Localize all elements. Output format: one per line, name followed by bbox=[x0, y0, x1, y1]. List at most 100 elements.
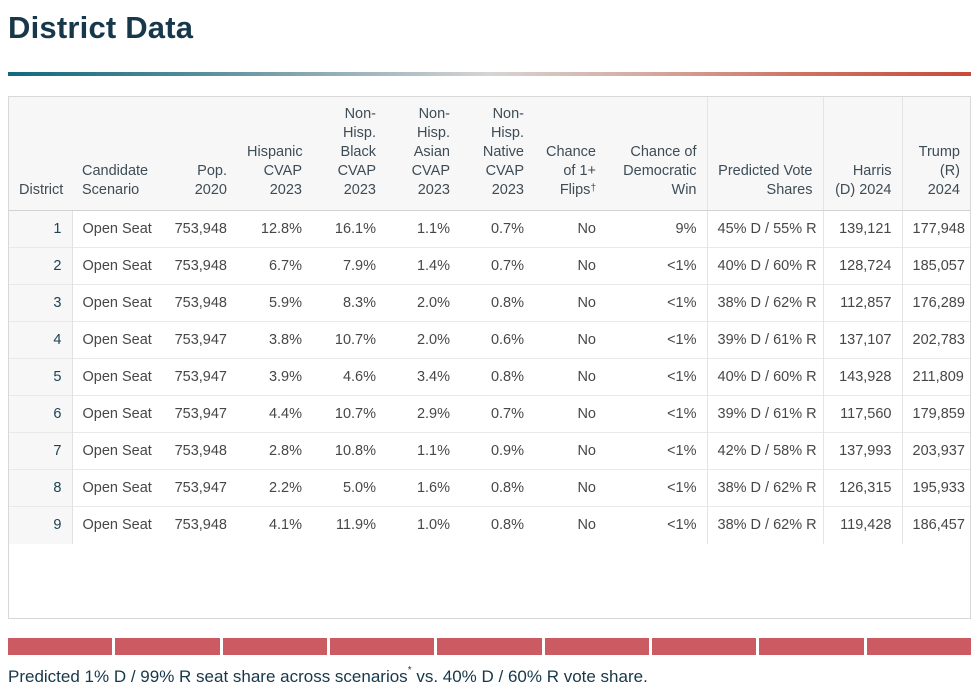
seat-segment bbox=[866, 638, 971, 655]
candidate-scenario-cell: Open Seat bbox=[72, 395, 161, 433]
harris-votes-cell: 119,428 bbox=[822, 506, 902, 544]
trump-votes-cell: 211,809 bbox=[901, 358, 970, 396]
col-header-district: District bbox=[9, 97, 72, 211]
district-row: 5 Open Seat 753,947 3.9% 4.6% 3.4% 0.8% … bbox=[9, 358, 970, 396]
col-header-predicted-vote-shares: Predicted Vote Shares bbox=[706, 97, 823, 211]
summary-text: Predicted 1% D / 99% R seat share across… bbox=[8, 667, 408, 686]
seat-segment bbox=[8, 638, 113, 655]
trump-votes-cell: 202,783 bbox=[901, 321, 970, 359]
hispanic-cvap-cell: 5.9% bbox=[237, 284, 312, 322]
predicted-vote-shares-cell: 40% D / 60% R bbox=[706, 247, 823, 285]
chance-flips-cell: No bbox=[534, 469, 606, 507]
pop-2020-cell: 753,948 bbox=[174, 221, 227, 237]
district-row: 7 Open Seat 753,948 2.8% 10.8% 1.1% 0.9%… bbox=[9, 432, 970, 470]
col-header-harris-2024: Harris (D) 2024 bbox=[822, 97, 902, 211]
footnote-asterisk: * bbox=[407, 665, 412, 676]
district-number: 4 bbox=[9, 321, 73, 359]
chance-flips-cell: No bbox=[534, 321, 606, 359]
table-header: District Candidate Scenario Pop. 2020 Hi… bbox=[9, 97, 970, 211]
chance-dem-win-cell: <1% bbox=[606, 432, 707, 470]
pop-2020-cell: 753,947 bbox=[161, 321, 237, 359]
col-header-chance-dem-win: Chance of Democratic Win bbox=[606, 97, 707, 211]
chance-dem-win-cell: <1% bbox=[606, 358, 707, 396]
trump-votes-cell: 203,937 bbox=[901, 432, 970, 470]
asian-cvap-cell: 1.0% bbox=[386, 506, 460, 544]
district-row: 9 Open Seat 753,948 4.1% 11.9% 1.0% 0.8%… bbox=[9, 506, 970, 544]
summary-text-2: vs. 40% D / 60% R vote share. bbox=[411, 667, 648, 686]
asian-cvap-cell: 1.1% bbox=[386, 432, 460, 470]
seat-segment bbox=[651, 638, 757, 655]
candidate-scenario-cell: Open Seat bbox=[72, 247, 161, 285]
district-number: 8 bbox=[9, 469, 73, 507]
header-row: District Candidate Scenario Pop. 2020 Hi… bbox=[9, 97, 970, 211]
predicted-vote-shares-cell: 39% D / 61% R bbox=[706, 321, 823, 359]
chance-flips-cell: No bbox=[534, 506, 606, 544]
predicted-vote-shares-cell: 39% D / 61% R bbox=[706, 395, 823, 433]
predicted-vote-shares-cell: 38% D / 62% R bbox=[706, 284, 823, 322]
predicted-vote-shares-cell: 42% D / 58% R bbox=[706, 432, 823, 470]
seat-segment bbox=[329, 638, 435, 655]
black-cvap-cell: 10.7% bbox=[312, 395, 386, 433]
native-cvap-cell: 0.8% bbox=[460, 506, 534, 544]
seat-segment bbox=[759, 638, 864, 655]
asian-cvap-cell: 2.0% bbox=[386, 321, 460, 359]
chance-flips-cell: No bbox=[534, 432, 606, 470]
district-table-body: 1 Open Seat 753,948 12.8% 16.1% 1.1% 0.7… bbox=[9, 210, 970, 544]
hispanic-cvap-cell: 6.7% bbox=[237, 247, 312, 285]
pop-2020-cell: 753,947 bbox=[161, 395, 237, 433]
native-cvap-cell: 0.9% bbox=[460, 432, 534, 470]
seat-segment bbox=[544, 638, 649, 655]
chance-dem-win-cell: 9% bbox=[675, 221, 697, 237]
asian-cvap-cell: 2.9% bbox=[386, 395, 460, 433]
chance-dem-win-cell: <1% bbox=[606, 506, 707, 544]
hispanic-cvap-cell: 4.4% bbox=[237, 395, 312, 433]
col-header-hispanic-cvap: Hispanic CVAP 2023 bbox=[237, 97, 312, 211]
district-row: 8 Open Seat 753,947 2.2% 5.0% 1.6% 0.8% … bbox=[9, 469, 970, 507]
district-table-container: District Candidate Scenario Pop. 2020 Hi… bbox=[8, 96, 971, 619]
candidate-scenario-cell: Open Seat bbox=[82, 221, 152, 237]
pop-2020-cell: 753,947 bbox=[161, 358, 237, 396]
predicted-vote-shares-cell: 40% D / 60% R bbox=[706, 358, 823, 396]
chance-flips-cell: No bbox=[534, 358, 606, 396]
harris-votes-cell: 137,993 bbox=[822, 432, 902, 470]
candidate-scenario-cell: Open Seat bbox=[72, 432, 161, 470]
district-number: 9 bbox=[9, 506, 73, 544]
black-cvap-cell: 8.3% bbox=[312, 284, 386, 322]
harris-votes-cell: 126,315 bbox=[822, 469, 902, 507]
footnote-dagger: † bbox=[590, 183, 596, 194]
district-row: 1 Open Seat 753,948 12.8% 16.1% 1.1% 0.7… bbox=[9, 210, 970, 248]
col-header-native-cvap: Non- Hisp. Native CVAP 2023 bbox=[460, 97, 534, 211]
district-number: 6 bbox=[9, 395, 73, 433]
candidate-scenario-cell: Open Seat bbox=[72, 506, 161, 544]
harris-votes-cell: 137,107 bbox=[822, 321, 902, 359]
chance-dem-win-cell: <1% bbox=[606, 321, 707, 359]
district-number: 3 bbox=[9, 284, 73, 322]
black-cvap-cell: 4.6% bbox=[312, 358, 386, 396]
harris-votes-cell: 143,928 bbox=[822, 358, 902, 396]
seat-share-bar bbox=[8, 638, 971, 655]
seat-share-summary: Predicted 1% D / 99% R seat share across… bbox=[8, 665, 971, 687]
black-cvap-cell: 5.0% bbox=[312, 469, 386, 507]
native-cvap-cell: 0.8% bbox=[460, 284, 534, 322]
harris-votes-cell: 117,560 bbox=[822, 395, 902, 433]
hispanic-cvap-cell: 3.9% bbox=[237, 358, 312, 396]
report-page: District Data District Candidate Scenari… bbox=[0, 9, 979, 687]
col-header-black-cvap: Non- Hisp. Black CVAP 2023 bbox=[312, 97, 386, 211]
pop-2020-cell: 753,948 bbox=[161, 506, 237, 544]
chance-dem-win-cell: <1% bbox=[606, 469, 707, 507]
hispanic-cvap-cell: 12.8% bbox=[260, 221, 302, 237]
chance-dem-win-cell: <1% bbox=[606, 284, 707, 322]
trump-votes-cell: 179,859 bbox=[901, 395, 970, 433]
seat-segment bbox=[437, 638, 542, 655]
hispanic-cvap-cell: 2.8% bbox=[237, 432, 312, 470]
candidate-scenario-cell: Open Seat bbox=[72, 358, 161, 396]
asian-cvap-cell: 3.4% bbox=[386, 358, 460, 396]
black-cvap-cell: 7.9% bbox=[312, 247, 386, 285]
hispanic-cvap-cell: 3.8% bbox=[237, 321, 312, 359]
col-header-asian-cvap: Non- Hisp. Asian CVAP 2023 bbox=[386, 97, 460, 211]
district-number: 5 bbox=[9, 358, 73, 396]
asian-cvap-cell: 1.1% bbox=[416, 221, 450, 237]
pop-2020-cell: 753,948 bbox=[161, 432, 237, 470]
trump-votes-cell: 186,457 bbox=[901, 506, 970, 544]
pop-2020-cell: 753,947 bbox=[161, 469, 237, 507]
